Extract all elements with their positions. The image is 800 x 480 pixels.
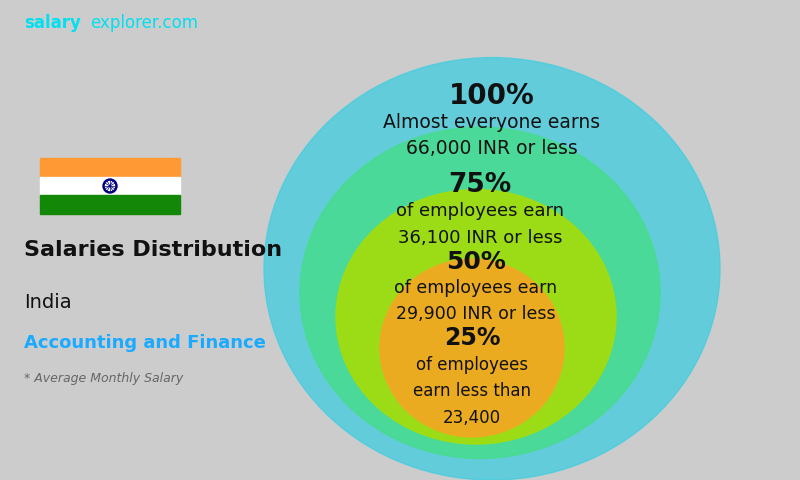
Text: Accounting and Finance: Accounting and Finance [24,334,266,351]
Text: of employees earn: of employees earn [394,279,558,297]
Text: Almost everyone earns: Almost everyone earns [383,113,601,132]
Text: 25%: 25% [444,326,500,350]
Text: of employees earn: of employees earn [396,202,564,220]
Text: India: India [24,293,72,312]
Text: 66,000 INR or less: 66,000 INR or less [406,139,578,158]
Text: earn less than: earn less than [413,382,531,400]
Ellipse shape [106,181,114,191]
Bar [40,195,180,214]
Ellipse shape [300,127,660,458]
Bar [40,158,180,177]
Text: salary: salary [24,14,81,33]
Text: explorer.com: explorer.com [90,14,198,33]
Ellipse shape [380,259,564,437]
Bar [40,177,180,195]
Text: 23,400: 23,400 [443,408,501,427]
Ellipse shape [264,58,720,480]
Ellipse shape [103,179,117,193]
Text: * Average Monthly Salary: * Average Monthly Salary [24,372,183,385]
Text: 36,100 INR or less: 36,100 INR or less [398,228,562,247]
Ellipse shape [336,190,616,444]
Text: 50%: 50% [446,250,506,274]
Text: 29,900 INR or less: 29,900 INR or less [396,305,556,324]
Text: of employees: of employees [416,356,528,374]
Text: 75%: 75% [448,172,512,198]
Text: Salaries Distribution: Salaries Distribution [24,240,282,260]
Text: 100%: 100% [449,82,535,110]
